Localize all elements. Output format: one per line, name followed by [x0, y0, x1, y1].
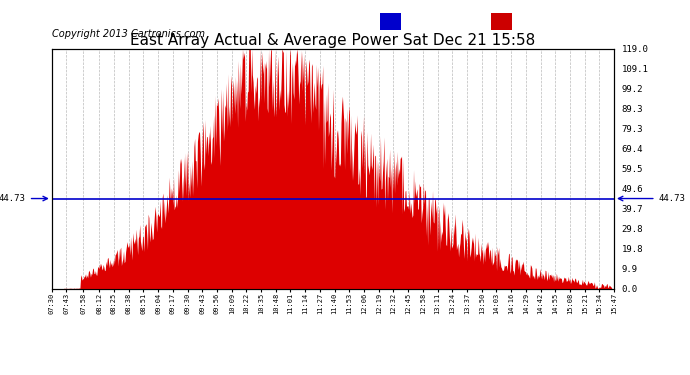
- Text: Copyright 2013 Cartronics.com: Copyright 2013 Cartronics.com: [52, 29, 205, 39]
- Text: 44.73: 44.73: [618, 194, 685, 203]
- Text: 44.73: 44.73: [0, 194, 48, 203]
- Legend: Average  (DC Watts), East Array  (DC Watts): Average (DC Watts), East Array (DC Watts…: [378, 17, 610, 29]
- Title: East Array Actual & Average Power Sat Dec 21 15:58: East Array Actual & Average Power Sat De…: [130, 33, 535, 48]
